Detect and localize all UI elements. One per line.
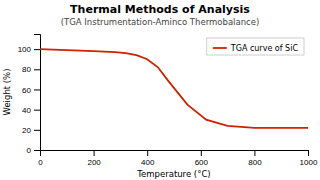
x-axis: 0 200 400 600 800 1000 <box>38 150 318 167</box>
tick-mark <box>34 130 40 131</box>
tick-label: 400 <box>141 158 155 167</box>
tick-label: 0 <box>38 158 43 167</box>
tick: 0 <box>27 146 40 155</box>
tick-mark <box>34 110 40 111</box>
tick: 100 <box>18 45 40 54</box>
tick: 200 <box>87 150 101 167</box>
tick: 80 <box>22 65 40 74</box>
x-axis-label: Temperature (°C) <box>136 169 210 179</box>
tick-mark <box>34 150 40 151</box>
tick-label: 40 <box>22 106 31 115</box>
tick: 20 <box>22 126 40 135</box>
tick-mark <box>34 89 40 90</box>
tick-label: 200 <box>87 158 101 167</box>
tick-mark <box>147 150 148 156</box>
legend-label: TGA curve of SiC <box>230 44 299 53</box>
tick-mark <box>254 150 255 156</box>
legend-item: TGA curve of SiC <box>213 44 299 53</box>
subtitle: (TGA Instrumentation-Aminco Thermobalanc… <box>61 17 260 27</box>
plot: 0 200 400 600 800 1000 0 20 40 60 80 100 TGA curve o… <box>18 35 318 167</box>
tick: 400 <box>141 150 155 167</box>
legend-box <box>207 38 304 55</box>
tick: 600 <box>195 150 209 167</box>
tick-mark <box>94 150 95 156</box>
tick: 1000 <box>300 150 318 167</box>
tick: 0 <box>38 150 43 167</box>
tick-label: 800 <box>248 158 262 167</box>
marks <box>40 49 308 128</box>
tick: 60 <box>22 86 40 95</box>
tick-label: 600 <box>195 158 209 167</box>
tick-mark <box>201 150 202 156</box>
tick: 40 <box>22 106 40 115</box>
y-axis: 0 20 40 60 80 100 <box>18 35 41 156</box>
line <box>40 49 308 128</box>
legend: TGA curve of SiC <box>207 38 304 55</box>
tick-label: 0 <box>27 146 32 155</box>
tick: 800 <box>248 150 262 167</box>
tick-label: 20 <box>22 126 31 135</box>
tick-label: 80 <box>22 65 31 74</box>
title: Thermal Methods of Analysis <box>70 3 250 16</box>
tick-mark <box>34 49 40 50</box>
legend-swatch <box>213 47 227 49</box>
axis-line <box>41 151 309 157</box>
tick-label: 100 <box>18 45 32 54</box>
y-axis-label: Weight (%) <box>2 68 12 115</box>
tick-label: 60 <box>22 86 31 95</box>
tick-label: 1000 <box>300 158 318 167</box>
chart: Thermal Methods of Analysis(TGA Instrume… <box>0 0 320 180</box>
tick-mark <box>34 69 40 70</box>
tick-mark <box>308 150 309 156</box>
axis-line <box>34 35 41 151</box>
